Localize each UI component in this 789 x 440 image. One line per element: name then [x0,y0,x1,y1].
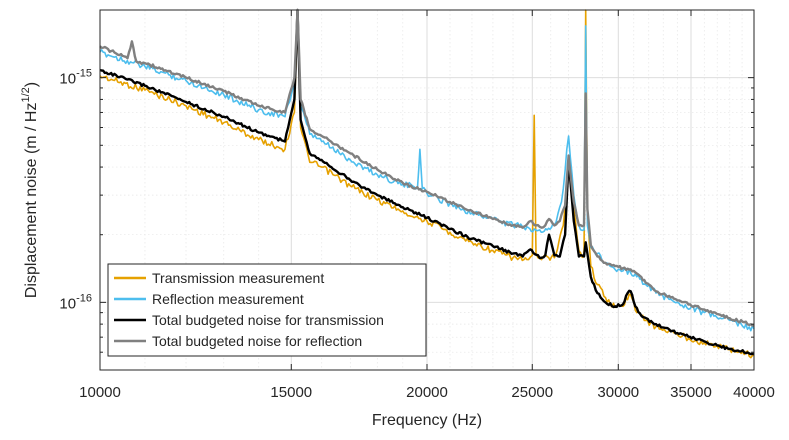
legend-label: Total budgeted noise for reflection [152,333,362,349]
y-axis-label-exponent: 1/2 [20,87,32,102]
x-tick-label: 10000 [79,384,121,401]
x-tick-label: 20000 [406,384,448,401]
y-tick-label: 10-16 [59,292,92,312]
x-tick-label: 35000 [670,384,712,401]
legend-label: Total budgeted noise for transmission [152,312,384,328]
series-line-total-budgeted-noise-for-transmission [99,8,755,356]
series-line-total-budgeted-noise-for-reflection [99,8,755,327]
x-tick-label: 30000 [597,384,639,401]
y-tick-label-base: 10 [59,71,76,88]
y-axis-label-main: Displacement noise (m / Hz [23,103,40,299]
x-tick-label: 40000 [733,384,775,401]
legend-label: Reflection measurement [152,291,304,307]
svg-text:Displacement noise (m / Hz1/2): Displacement noise (m / Hz1/2) [20,82,40,298]
legend-box [107,263,427,357]
y-tick-label: 10-15 [59,68,92,88]
y-tick-label-exponent: -15 [76,68,92,80]
x-axis-label: Frequency (Hz) [372,412,482,429]
y-axis-label-close: ) [23,82,40,87]
y-tick-label-exponent: -16 [76,292,92,304]
legend: Transmission measurement Reflection measu… [107,263,427,357]
series-layer [99,8,755,359]
series-line-reflection-measurement [99,9,755,332]
x-tick-label: 25000 [511,384,553,401]
y-axis-label: Displacement noise (m / Hz1/2) [20,82,40,298]
legend-label: Transmission measurement [152,270,324,286]
legend-items: Transmission measurement Reflection measu… [114,270,384,349]
axis-ticks: 10000 15000 20000 25000 30000 35000 4000010-15… [59,9,775,401]
y-tick-label-base: 10 [59,295,76,312]
x-tick-label: 15000 [270,384,312,401]
